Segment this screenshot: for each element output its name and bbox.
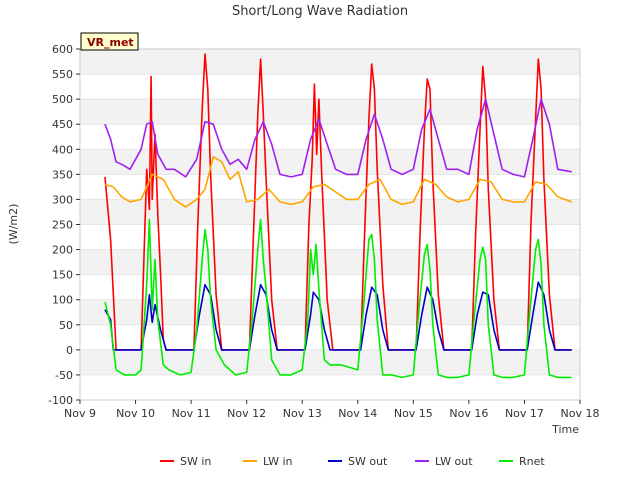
y-tick-label: 350 (52, 168, 73, 181)
x-tick-label: Nov 16 (449, 407, 488, 420)
grid-band (80, 274, 580, 300)
y-tick-label: 0 (66, 344, 73, 357)
legend-label: LW in (263, 455, 293, 468)
y-tick-label: 250 (52, 219, 73, 232)
site-badge-box (80, 32, 139, 51)
legend-label: LW out (435, 455, 473, 468)
x-tick-label: Nov 10 (116, 407, 155, 420)
y-tick-label: 100 (52, 294, 73, 307)
site-badge: VR_met (80, 32, 139, 51)
series-line-lw-out (104, 98, 572, 178)
y-tick-label: 50 (59, 319, 73, 332)
x-axis-label: Time (551, 423, 579, 436)
series-line-rnet (104, 218, 572, 379)
series-line-lw-in (104, 156, 572, 208)
series-lines (104, 53, 572, 379)
x-tick-label: Nov 12 (227, 407, 266, 420)
grid-band (80, 374, 580, 400)
grid-band (80, 74, 580, 100)
grid-band (80, 249, 580, 275)
y-tick-label: 300 (52, 193, 73, 206)
legend-label: Rnet (519, 455, 545, 468)
grid-band (80, 349, 580, 375)
x-tick-labels: Nov 9 Nov 10 Nov 11 Nov 12 Nov 13 Nov 14 Nov 1… (64, 400, 599, 420)
grid-bands (80, 48, 580, 401)
y-tick-labels: -100 -50 0 50 100 150 200 250 300 350 400 450 500 550… (48, 43, 80, 407)
x-tick-label: Nov 15 (394, 407, 433, 420)
y-tick-label: 200 (52, 244, 73, 257)
legend-label: SW out (348, 455, 388, 468)
legend: SW in LW in SW out LW out Rnet (160, 455, 545, 468)
y-axis-label: (W/m2) (7, 204, 20, 245)
x-tick-label: Nov 14 (338, 407, 377, 420)
y-tick-label: 400 (52, 143, 73, 156)
y-tick-label: 550 (52, 68, 73, 81)
y-tick-label: -50 (55, 369, 73, 382)
grid-band (80, 199, 580, 225)
y-tick-label: 500 (52, 93, 73, 106)
grid-band (80, 99, 580, 125)
x-tick-label: Nov 9 (64, 407, 96, 420)
y-tick-label: 450 (52, 118, 73, 131)
x-tick-label: Nov 11 (172, 407, 211, 420)
y-tick-label: -100 (48, 394, 73, 407)
site-badge-label: VR_met (87, 36, 134, 49)
series-line-sw-out (104, 281, 572, 351)
y-tick-label: 150 (52, 269, 73, 282)
grid-band (80, 49, 580, 75)
grid-band (80, 174, 580, 200)
legend-label: SW in (180, 455, 211, 468)
y-tick-label: 600 (52, 43, 73, 56)
x-tick-label: Nov 17 (505, 407, 544, 420)
chart-title: Short/Long Wave Radiation (232, 4, 408, 19)
grid-band (80, 224, 580, 250)
x-tick-label: Nov 13 (283, 407, 322, 420)
x-tick-label: Nov 18 (561, 407, 600, 420)
